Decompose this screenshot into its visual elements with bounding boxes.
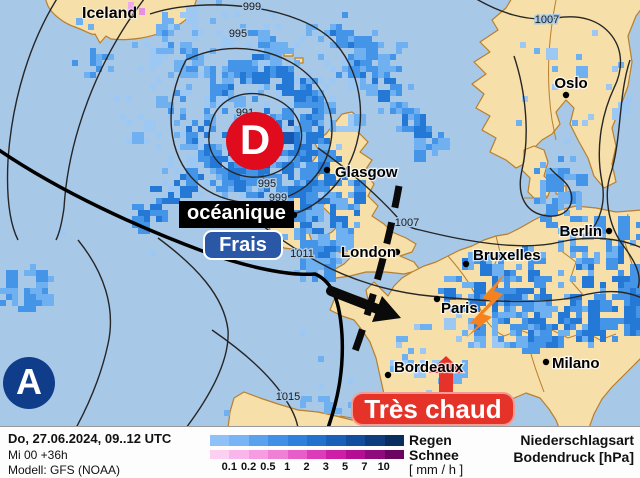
city-label-milano: Milano bbox=[552, 355, 600, 372]
city-label-bordeaux: Bordeaux bbox=[394, 359, 464, 376]
rain-scale-label: Regen bbox=[409, 432, 452, 448]
map-svg: 999 995 991 995 999 1007 1007 1011 1015 … bbox=[0, 0, 640, 426]
scale-tick-label: 0.1 bbox=[221, 461, 237, 473]
scale-tick-label: 0.5 bbox=[260, 461, 276, 473]
isobar-label: 1007 bbox=[535, 14, 559, 26]
scale-tick-label: 5 bbox=[342, 461, 349, 473]
snow-scale-segment bbox=[307, 450, 327, 459]
air-mass-label: océanique bbox=[179, 201, 294, 228]
precipitation-layer bbox=[0, 0, 640, 416]
city-dot-berlin bbox=[605, 227, 613, 235]
city-label-glasgow: Glasgow bbox=[335, 164, 398, 181]
rain-scale-segment bbox=[268, 435, 288, 446]
scale-tick-label: 10 bbox=[377, 461, 390, 473]
frais-label: Frais bbox=[203, 230, 283, 260]
heat-arrow-icon bbox=[428, 356, 464, 397]
legend-bar: Do, 27.06.2024, 09..12 UTC Mi 00 +36h Mo… bbox=[0, 426, 640, 478]
rain-scale-segment bbox=[384, 435, 405, 446]
scale-tick-label: 2 bbox=[303, 461, 310, 473]
isobar-label: 995 bbox=[229, 28, 247, 40]
snow-scale-segment bbox=[268, 450, 288, 459]
low-pressure-symbol: D bbox=[226, 112, 284, 170]
rain-scale-segment bbox=[210, 435, 230, 446]
snow-scale-segment bbox=[229, 450, 249, 459]
snow-scale-segment bbox=[345, 450, 366, 459]
city-label-paris: Paris bbox=[441, 300, 478, 317]
isobar-layer bbox=[6, 0, 640, 426]
city-label-london: London bbox=[341, 244, 396, 261]
snow-scale-segment bbox=[287, 450, 308, 459]
city-dot-bruxelles bbox=[462, 260, 470, 268]
rain-scale-segment bbox=[287, 435, 308, 446]
city-dot-milano bbox=[542, 358, 550, 366]
scale-tick-label: 3 bbox=[322, 461, 329, 473]
isobar-label: 1015 bbox=[276, 391, 300, 403]
rain-scale-segment bbox=[345, 435, 366, 446]
city-dot-oslo bbox=[562, 91, 570, 99]
tres-chaud-label: Très chaud bbox=[351, 392, 515, 426]
city-dot-glasgow bbox=[323, 166, 331, 174]
surface-pressure-label: Bodendruck [hPa] bbox=[513, 449, 634, 465]
isobar-label: 995 bbox=[258, 178, 276, 190]
rain-scale-segment bbox=[307, 435, 327, 446]
snow-scale-segment bbox=[384, 450, 405, 459]
snow-scale-segment bbox=[210, 450, 230, 459]
city-label-oslo: Oslo bbox=[554, 75, 587, 92]
scale-tick-label: 1 bbox=[284, 461, 291, 473]
scale-tick-label: 7 bbox=[361, 461, 368, 473]
snow-scale-segment bbox=[248, 450, 269, 459]
model-name-text: Modell: GFS (NOAA) bbox=[8, 463, 121, 477]
front-dashed-line bbox=[347, 185, 403, 364]
city-layer: Iceland Glasgow Oslo Berlin London Bruxe… bbox=[81, 4, 613, 379]
map-area: 999 995 991 995 999 1007 1007 1011 1015 … bbox=[0, 0, 640, 426]
scale-unit-label: [ mm / h ] bbox=[409, 462, 464, 477]
rain-scale-segment bbox=[365, 435, 385, 446]
city-label-bruxelles: Bruxelles bbox=[473, 247, 541, 264]
lightning-icon bbox=[466, 273, 505, 338]
country-label-iceland: Iceland bbox=[82, 5, 137, 22]
scale-tick-label: 0.2 bbox=[240, 461, 257, 473]
rain-scale-segment bbox=[229, 435, 249, 446]
rain-color-scale bbox=[210, 435, 405, 446]
rain-scale-segment bbox=[326, 435, 346, 446]
valid-datetime-text: Do, 27.06.2024, 09..12 UTC bbox=[8, 431, 172, 446]
city-dot-paris bbox=[433, 295, 441, 303]
city-dot-london bbox=[393, 248, 401, 256]
high-pressure-symbol: A bbox=[3, 357, 55, 409]
isobar-label: 1007 bbox=[395, 217, 419, 229]
isobar-thick-line bbox=[0, 148, 345, 426]
flow-arrow-black bbox=[326, 286, 401, 322]
snow-scale-segment bbox=[326, 450, 346, 459]
city-label-berlin: Berlin bbox=[559, 223, 602, 240]
scale-tick-labels: 0.1 0.2 0.5 1 2 3 5 7 10 bbox=[210, 461, 410, 475]
snow-scale-segment bbox=[365, 450, 385, 459]
rain-scale-segment bbox=[248, 435, 269, 446]
snow-color-scale bbox=[210, 450, 405, 459]
isobar-label: 1011 bbox=[290, 248, 314, 260]
isobar-label: 999 bbox=[243, 1, 261, 13]
snow-scale-label: Schnee bbox=[409, 447, 459, 463]
city-dot-bordeaux bbox=[384, 371, 392, 379]
model-run-text: Mi 00 +36h bbox=[8, 448, 68, 462]
precip-type-label: Niederschlagsart bbox=[520, 432, 634, 448]
